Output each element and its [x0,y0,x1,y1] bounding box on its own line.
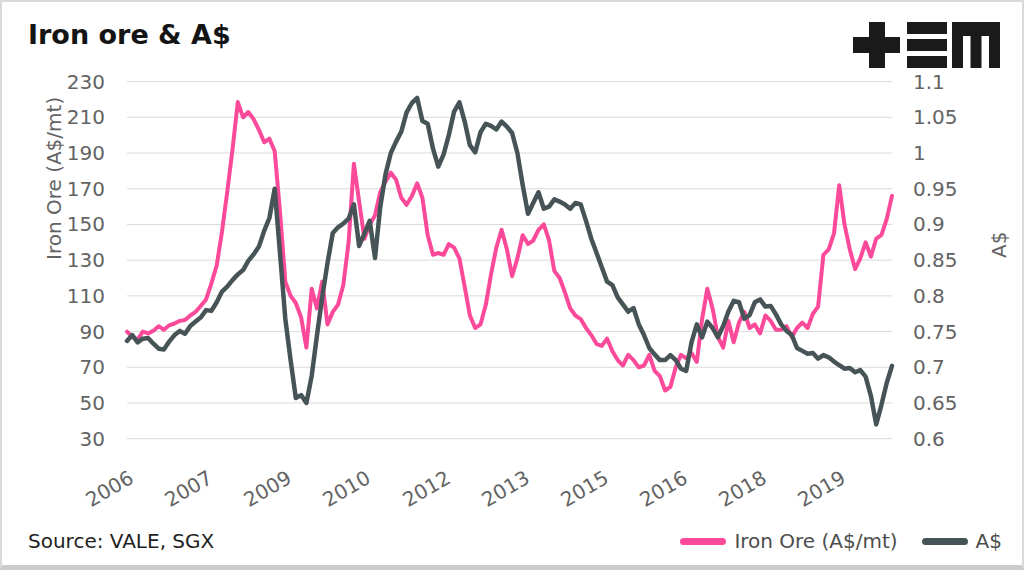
left-axis-tick: 230 [45,70,105,94]
right-axis-tick: 0.95 [913,177,973,201]
left-axis-tick: 110 [45,284,105,308]
legend-label-iron-ore: Iron Ore (A$/mt) [734,529,897,553]
right-axis-tick: 0.6 [913,427,973,451]
right-axis-tick: 1.05 [913,105,973,129]
legend-label-aud: A$ [976,529,1002,553]
source-note: Source: VALE, SGX [28,529,214,553]
chart-card: Iron ore & A$ 23021019017015013011090705… [0,0,1024,570]
left-axis-tick: 50 [45,391,105,415]
right-axis-tick: 1.1 [913,70,973,94]
left-axis-tick: 30 [45,427,105,451]
aud-line-swatch [922,538,968,545]
right-axis-tick: 0.9 [913,212,973,236]
left-axis-tick: 90 [45,320,105,344]
left-axis-title: Iron Ore (A$/mt) [42,97,66,260]
legend: Iron Ore (A$/mt) A$ [680,529,1002,553]
right-axis-tick: 0.75 [913,320,973,344]
left-axis-tick: 70 [45,355,105,379]
right-axis-tick: 0.8 [913,284,973,308]
right-axis-tick: 0.7 [913,355,973,379]
right-axis-tick: 1 [913,141,973,165]
right-axis-tick: 0.65 [913,391,973,415]
iron-ore-line-swatch [680,538,726,545]
legend-item-aud: A$ [922,529,1002,553]
legend-item-iron-ore: Iron Ore (A$/mt) [680,529,897,553]
series-iron-ore [127,102,892,390]
right-axis-tick: 0.85 [913,248,973,272]
right-axis-title: A$ [987,232,1011,258]
